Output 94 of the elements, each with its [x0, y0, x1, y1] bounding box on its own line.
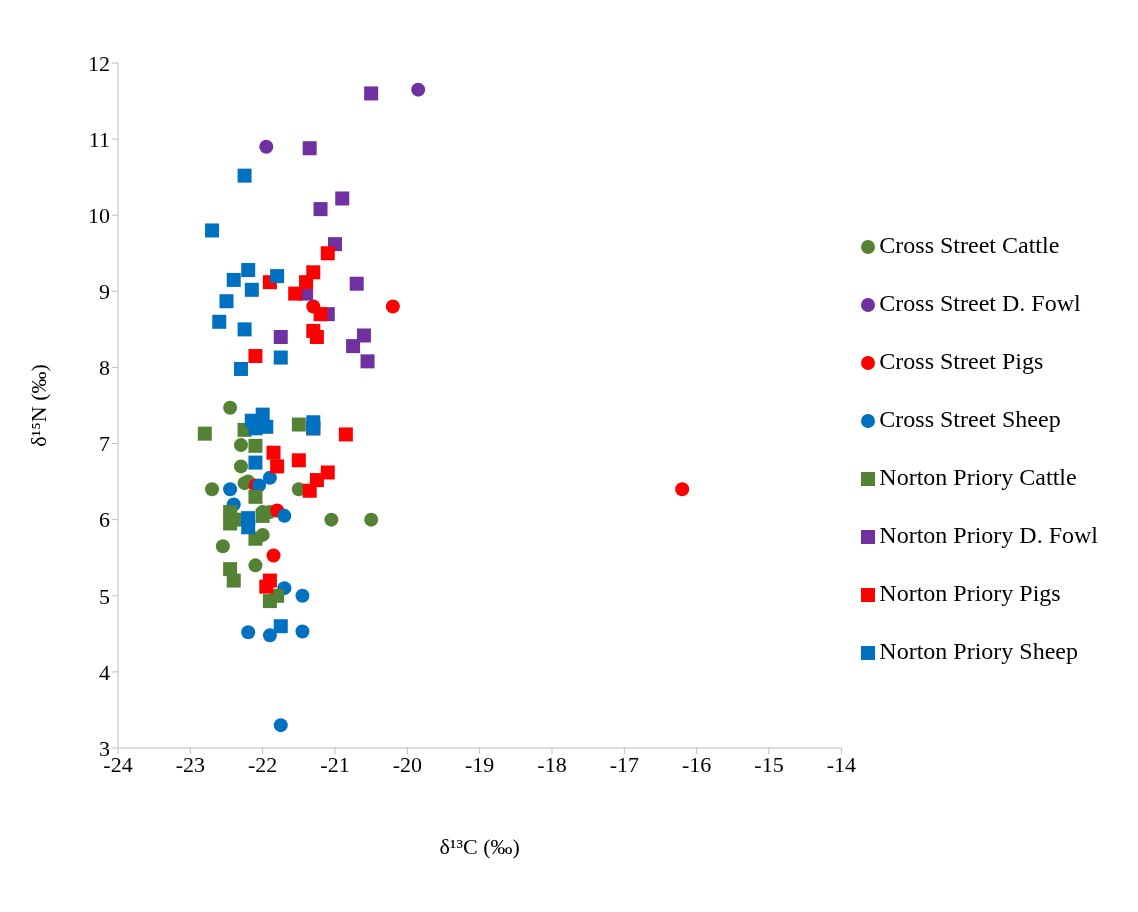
legend-label: Norton Priory Pigs [879, 580, 1061, 606]
point [223, 482, 238, 497]
point [320, 246, 335, 261]
point [299, 275, 314, 290]
y-tick-label: 12 [88, 50, 110, 76]
point [205, 482, 220, 497]
point [270, 588, 285, 603]
y-tick-label: 6 [99, 507, 110, 533]
point [675, 482, 690, 497]
legend-label: Cross Street Pigs [879, 348, 1044, 374]
point [291, 453, 306, 468]
point [295, 588, 310, 603]
y-axis-title: δ¹⁵N (‰) [25, 364, 51, 447]
point [241, 263, 256, 278]
y-tick-label: 5 [99, 583, 110, 609]
legend-label: Cross Street Sheep [879, 406, 1061, 432]
x-tick-label: -20 [392, 751, 422, 777]
point [237, 322, 252, 337]
point [338, 427, 353, 442]
y-tick-label: 10 [88, 203, 110, 229]
point [248, 438, 263, 453]
x-tick-label: -22 [248, 751, 278, 777]
point [248, 558, 263, 573]
point [233, 459, 248, 474]
point [262, 628, 277, 643]
legend-label: Cross Street D. Fowl [879, 290, 1081, 316]
point [244, 282, 259, 297]
x-tick-label: -15 [754, 751, 784, 777]
y-tick-label: 11 [88, 126, 110, 152]
point [320, 465, 335, 480]
point [335, 191, 350, 206]
x-tick-label: -23 [175, 751, 205, 777]
point [262, 470, 277, 485]
point [212, 314, 227, 329]
point [364, 86, 379, 101]
point [233, 438, 248, 453]
point [226, 272, 241, 287]
point [241, 625, 256, 640]
point [248, 455, 263, 470]
point [273, 619, 288, 634]
point [197, 426, 212, 441]
legend-label: Norton Priory Cattle [879, 464, 1077, 490]
point [295, 624, 310, 639]
point [291, 417, 306, 432]
x-tick-label: -21 [320, 751, 350, 777]
legend-label: Cross Street Cattle [879, 232, 1060, 258]
point [205, 223, 220, 238]
point [266, 445, 281, 460]
point [270, 459, 285, 474]
x-tick-label: -14 [826, 751, 856, 777]
point [248, 531, 263, 546]
x-axis-title: δ¹³C (‰) [439, 833, 520, 859]
point [237, 168, 252, 183]
point [360, 354, 375, 369]
point [273, 330, 288, 344]
legend-label: Norton Priory D. Fowl [879, 522, 1098, 548]
point [302, 141, 317, 156]
point [226, 573, 241, 588]
x-tick-label: -18 [537, 751, 567, 777]
point [349, 276, 364, 291]
x-tick-label: -17 [609, 751, 639, 777]
point [411, 82, 426, 97]
point [223, 400, 238, 415]
point [252, 478, 267, 493]
point [266, 548, 281, 563]
point [248, 349, 263, 364]
point [346, 339, 361, 354]
legend-label: Norton Priory Sheep [879, 638, 1078, 664]
point [259, 579, 274, 594]
point [324, 512, 339, 527]
point [385, 299, 400, 314]
point [219, 294, 234, 309]
point [270, 269, 285, 284]
point [248, 489, 263, 504]
point [215, 539, 230, 554]
point [233, 361, 248, 376]
point [364, 512, 379, 527]
point [241, 520, 256, 535]
y-tick-label: 7 [99, 431, 110, 457]
point [309, 330, 324, 344]
point [356, 328, 371, 343]
y-tick-label: 9 [99, 279, 110, 305]
point [277, 508, 292, 523]
point [302, 483, 317, 498]
point [273, 350, 288, 365]
point [273, 718, 288, 733]
point [259, 139, 274, 154]
point [313, 202, 328, 217]
x-tick-label: -16 [682, 751, 712, 777]
point [313, 307, 328, 322]
y-tick-label: 4 [99, 659, 110, 685]
point [288, 286, 303, 301]
x-tick-label: -19 [465, 751, 495, 777]
y-tick-label: 8 [99, 355, 110, 381]
